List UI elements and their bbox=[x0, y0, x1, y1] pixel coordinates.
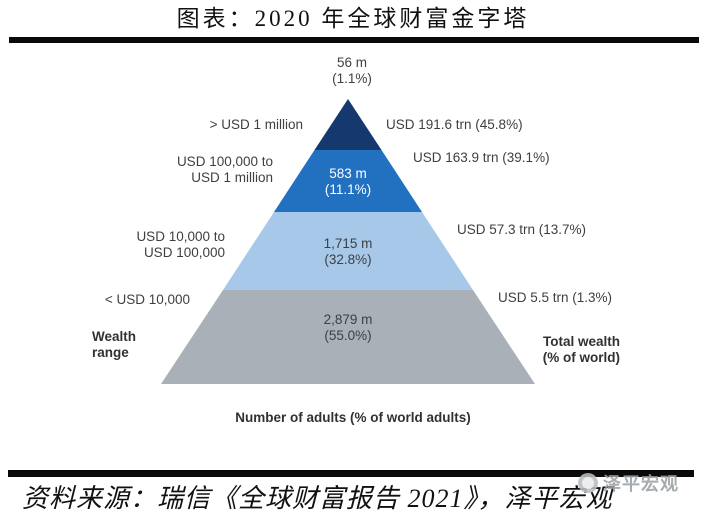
tier1-wealth-label: USD 191.6 trn (45.8%) bbox=[386, 117, 523, 132]
left-axis-label: Wealth range bbox=[92, 329, 137, 360]
tier1-adults-label: 56 m (1.1%) bbox=[332, 55, 372, 86]
tier4-wealth-label: USD 5.5 trn (1.3%) bbox=[498, 290, 613, 305]
watermark: 泽平宏观 bbox=[578, 470, 679, 496]
title-divider bbox=[9, 37, 699, 43]
tier2-wealth-label: USD 163.9 trn (39.1%) bbox=[413, 150, 550, 165]
tier2-adults-label: 583 m (11.1%) bbox=[324, 166, 372, 197]
tier4-range-label: < USD 10,000 bbox=[104, 292, 190, 307]
watermark-text: 泽平宏观 bbox=[603, 474, 679, 494]
pyramid-tier-upper-middle bbox=[274, 150, 422, 212]
tier2-range-label: USD 100,000 to USD 1 million bbox=[176, 154, 273, 185]
tier4-adults-label: 2,879 m (55.0%) bbox=[323, 312, 373, 343]
watermark-logo-icon bbox=[578, 473, 598, 493]
tier3-wealth-label: USD 57.3 trn (13.7%) bbox=[457, 222, 587, 237]
footer-divider bbox=[8, 470, 694, 477]
pyramid-tier-top bbox=[314, 99, 382, 150]
tier1-range-label: > USD 1 million bbox=[209, 117, 303, 132]
x-axis-label: Number of adults (% of world adults) bbox=[235, 410, 471, 425]
pyramid-tier-lower-middle bbox=[223, 212, 473, 290]
right-axis-label: Total wealth (% of world) bbox=[542, 334, 620, 365]
pyramid-tier-base bbox=[161, 290, 535, 384]
source-text: 资料来源：瑞信《全球财富报告 2021》，泽平宏观 bbox=[22, 484, 613, 513]
tier3-range-label: USD 10,000 to USD 100,000 bbox=[136, 229, 225, 260]
chart-title: 图表：2020 年全球财富金字塔 bbox=[176, 6, 530, 31]
tier3-adults-label: 1,715 m (32.8%) bbox=[323, 236, 373, 267]
